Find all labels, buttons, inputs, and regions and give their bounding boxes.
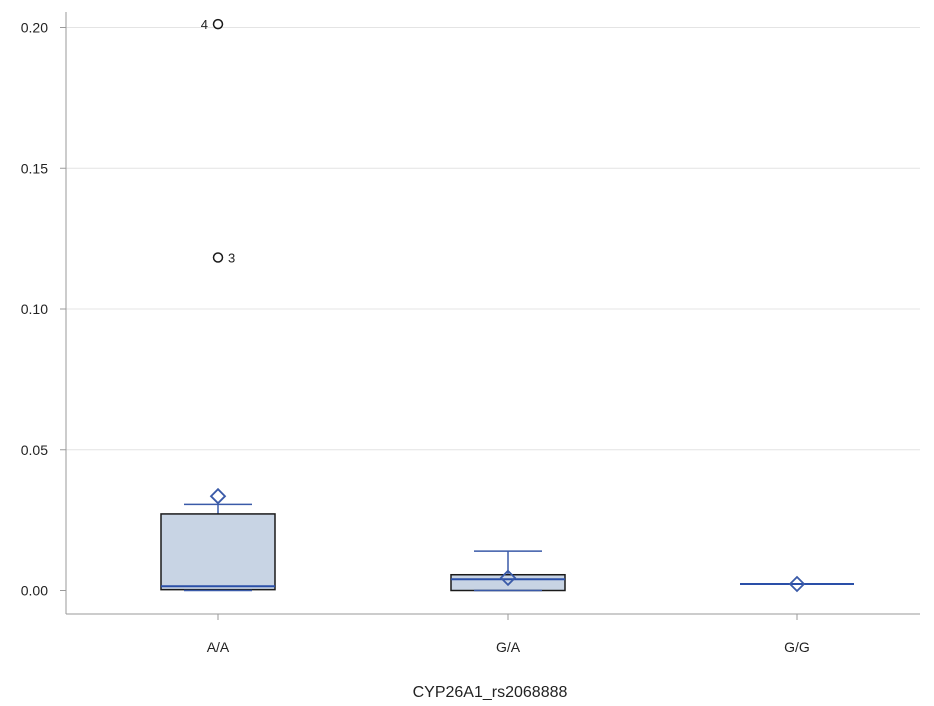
box-groups: 43 [160, 17, 854, 593]
outlier-point [212, 18, 224, 30]
x-tick-label: G/A [496, 639, 521, 655]
mean-marker [499, 569, 517, 587]
box-group-g-g [740, 575, 854, 593]
box-group-g-a [450, 550, 566, 592]
mean-marker [788, 575, 806, 593]
outlier-label: 4 [201, 17, 208, 32]
mean-marker [209, 487, 227, 505]
y-tick-label: 0.00 [21, 583, 48, 599]
gridlines [60, 27, 920, 591]
box [160, 513, 276, 591]
x-tick-label: A/A [207, 639, 230, 655]
axes [65, 12, 920, 615]
y-tick-labels: 0.00 0.05 0.10 0.15 0.20 [21, 20, 48, 599]
x-axis-title: CYP26A1_rs2068888 [413, 684, 568, 701]
y-tick-label: 0.05 [21, 442, 48, 458]
y-tick-label: 0.20 [21, 20, 48, 36]
box-group-a-a: 43 [160, 17, 276, 592]
box [450, 573, 566, 592]
x-tick-labels: A/A G/A G/G [207, 614, 810, 655]
outlier-point [212, 252, 224, 263]
y-tick-label: 0.10 [21, 301, 48, 317]
y-tick-label: 0.15 [21, 160, 48, 176]
x-tick-label: G/G [784, 639, 810, 655]
outlier-label: 3 [228, 250, 235, 265]
